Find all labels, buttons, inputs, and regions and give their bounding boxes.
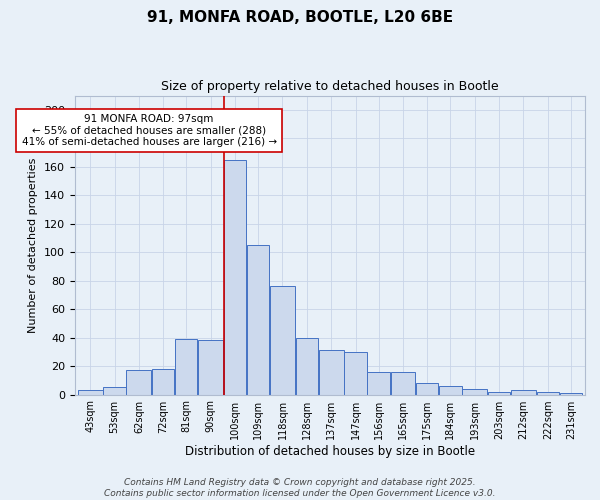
X-axis label: Distribution of detached houses by size in Bootle: Distribution of detached houses by size … <box>185 444 475 458</box>
Text: Contains HM Land Registry data © Crown copyright and database right 2025.
Contai: Contains HM Land Registry data © Crown c… <box>104 478 496 498</box>
Bar <box>198 340 223 394</box>
Bar <box>270 286 295 395</box>
Bar <box>103 388 125 394</box>
Bar <box>560 393 582 394</box>
Bar <box>416 383 439 394</box>
Bar <box>536 392 559 394</box>
Bar <box>319 350 344 395</box>
Text: 91, MONFA ROAD, BOOTLE, L20 6BE: 91, MONFA ROAD, BOOTLE, L20 6BE <box>147 10 453 25</box>
Bar <box>463 389 487 394</box>
Bar <box>224 160 246 394</box>
Bar <box>296 338 318 394</box>
Bar <box>127 370 151 394</box>
Title: Size of property relative to detached houses in Bootle: Size of property relative to detached ho… <box>161 80 499 93</box>
Text: 91 MONFA ROAD: 97sqm
← 55% of detached houses are smaller (288)
41% of semi-deta: 91 MONFA ROAD: 97sqm ← 55% of detached h… <box>22 114 277 148</box>
Bar <box>152 369 175 394</box>
Bar <box>367 372 390 394</box>
Bar <box>391 372 415 394</box>
Bar <box>488 392 510 394</box>
Bar <box>175 339 197 394</box>
Bar <box>511 390 536 394</box>
Bar <box>439 386 461 394</box>
Bar <box>344 352 367 395</box>
Bar <box>247 245 269 394</box>
Bar <box>78 390 103 394</box>
Y-axis label: Number of detached properties: Number of detached properties <box>28 158 38 333</box>
